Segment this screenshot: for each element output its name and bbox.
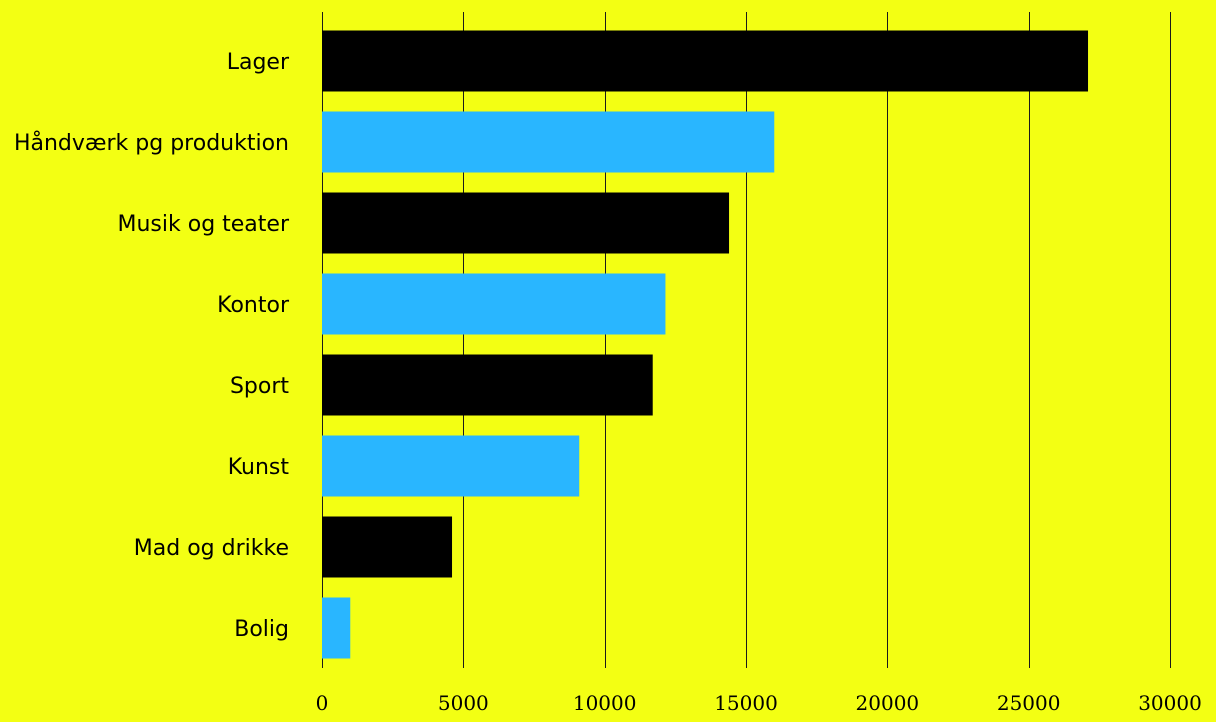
- x-tick-label-20000: 20000: [856, 691, 920, 715]
- category-label-1: Håndværk pg produktion: [14, 130, 289, 156]
- bar-7: [322, 597, 351, 659]
- x-axis-tick-labels: 0 5000 10000 15000 20000 25000 30000: [316, 691, 1202, 715]
- category-label-5: Kunst: [228, 455, 290, 480]
- bar-6: [322, 516, 453, 578]
- x-tick-label-15000: 15000: [714, 691, 778, 715]
- bar-2: [322, 192, 730, 254]
- category-label-4: Sport: [230, 374, 289, 399]
- bar-5: [322, 435, 580, 497]
- category-label-3: Kontor: [217, 293, 290, 318]
- category-labels: Lager Håndværk pg produktion Musik og teat…: [14, 50, 290, 642]
- bar-4: [322, 354, 653, 416]
- bar-1: [322, 111, 775, 173]
- bar-0: [322, 30, 1089, 92]
- category-label-2: Musik og teater: [118, 212, 290, 237]
- x-tick-label-10000: 10000: [573, 691, 637, 715]
- x-tick-label-30000: 30000: [1138, 691, 1202, 715]
- x-tick-label-0: 0: [316, 691, 329, 715]
- category-label-7: Bolig: [234, 617, 289, 642]
- category-label-6: Mad og drikke: [134, 536, 289, 561]
- bar-3: [322, 273, 666, 335]
- bars: [322, 30, 1089, 659]
- x-tick-label-5000: 5000: [438, 691, 489, 715]
- category-label-0: Lager: [227, 50, 290, 75]
- x-tick-label-25000: 25000: [997, 691, 1061, 715]
